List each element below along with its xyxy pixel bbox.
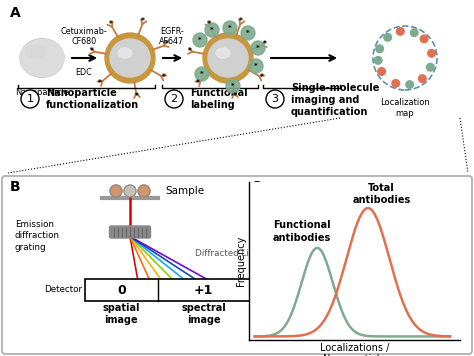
Text: Functional
labeling: Functional labeling	[190, 88, 247, 110]
Text: *: *	[246, 30, 250, 36]
Ellipse shape	[26, 45, 46, 58]
Text: *: *	[228, 25, 232, 31]
Bar	[85, 279, 250, 301]
Circle shape	[203, 33, 253, 83]
Text: *: *	[164, 40, 169, 49]
Text: Nanoparticle
functionalization: Nanoparticle functionalization	[46, 88, 139, 110]
Circle shape	[21, 90, 39, 108]
Text: *: *	[210, 27, 214, 33]
Ellipse shape	[110, 39, 150, 77]
Text: 2: 2	[171, 94, 178, 104]
Text: Total
antibodies: Total antibodies	[353, 183, 411, 205]
Text: *: *	[135, 92, 139, 101]
Text: Single-molecule
imaging and
quantification: Single-molecule imaging and quantificati…	[291, 83, 379, 117]
Ellipse shape	[216, 48, 230, 58]
Text: Emission
diffraction
grating: Emission diffraction grating	[15, 220, 60, 252]
Text: *: *	[98, 79, 102, 88]
Circle shape	[226, 79, 240, 93]
Circle shape	[193, 33, 207, 47]
Text: 3: 3	[272, 94, 279, 104]
Circle shape	[378, 68, 385, 75]
Text: *: *	[239, 17, 243, 26]
Circle shape	[105, 33, 155, 83]
Text: *: *	[109, 20, 112, 29]
Text: *: *	[198, 37, 202, 43]
Y-axis label: Frequency: Frequency	[236, 236, 246, 286]
Circle shape	[374, 57, 382, 64]
Circle shape	[266, 90, 284, 108]
FancyBboxPatch shape	[2, 176, 472, 354]
Text: *: *	[200, 71, 204, 77]
Text: *: *	[231, 83, 235, 89]
Circle shape	[195, 67, 209, 81]
Text: Sample: Sample	[165, 186, 204, 196]
FancyBboxPatch shape	[109, 226, 151, 238]
Ellipse shape	[20, 39, 64, 77]
Text: *: *	[263, 40, 266, 49]
Ellipse shape	[37, 54, 46, 62]
X-axis label: Localizations /
Nanoparticle: Localizations / Nanoparticle	[319, 343, 389, 356]
Text: +1: +1	[194, 283, 213, 297]
Text: EDC: EDC	[76, 68, 92, 77]
Text: Localization
map: Localization map	[380, 98, 430, 118]
Text: spatial
image: spatial image	[102, 303, 140, 325]
Circle shape	[165, 90, 183, 108]
Text: *: *	[207, 20, 210, 29]
Text: *: *	[256, 45, 260, 51]
Circle shape	[406, 81, 413, 88]
Ellipse shape	[118, 48, 132, 58]
Circle shape	[410, 29, 418, 36]
Text: Diffracted Light: Diffracted Light	[195, 248, 264, 257]
Text: A: A	[10, 6, 21, 20]
Circle shape	[384, 33, 392, 41]
Text: 1: 1	[27, 94, 34, 104]
Circle shape	[392, 80, 400, 87]
Text: Detector: Detector	[44, 286, 82, 294]
Text: *: *	[141, 17, 145, 26]
Ellipse shape	[24, 43, 60, 73]
Circle shape	[249, 59, 263, 73]
Text: Cetuximab-
CF680: Cetuximab- CF680	[61, 27, 108, 46]
Circle shape	[124, 185, 136, 197]
Text: *: *	[254, 63, 258, 69]
Text: *: *	[162, 73, 166, 82]
Circle shape	[419, 75, 426, 83]
Circle shape	[241, 26, 255, 40]
Text: *: *	[260, 73, 264, 82]
Text: Functional
antibodies: Functional antibodies	[273, 220, 331, 243]
Text: *: *	[233, 92, 237, 101]
Text: C: C	[250, 180, 260, 194]
Circle shape	[205, 23, 219, 37]
Circle shape	[397, 28, 404, 35]
Circle shape	[376, 45, 383, 53]
Text: Nanoparticle: Nanoparticle	[15, 88, 69, 97]
Ellipse shape	[20, 39, 64, 77]
Ellipse shape	[33, 51, 51, 66]
Circle shape	[251, 41, 265, 55]
Text: *: *	[196, 79, 200, 88]
Text: *: *	[90, 47, 93, 56]
Text: EGFR-
AF647: EGFR- AF647	[159, 27, 184, 46]
Circle shape	[420, 35, 428, 43]
Ellipse shape	[29, 47, 55, 69]
Circle shape	[223, 21, 237, 35]
Circle shape	[428, 49, 436, 57]
Circle shape	[110, 185, 122, 197]
Circle shape	[427, 63, 434, 71]
Circle shape	[138, 185, 150, 197]
Text: B: B	[10, 180, 21, 194]
Text: 0: 0	[117, 283, 126, 297]
Text: *: *	[188, 47, 191, 56]
Ellipse shape	[208, 39, 248, 77]
Text: spectral
image: spectral image	[182, 303, 226, 325]
